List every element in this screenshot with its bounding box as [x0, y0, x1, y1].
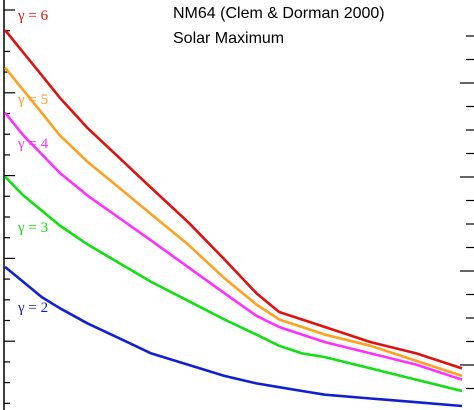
chart-title: NM64 (Clem & Dorman 2000) — [173, 5, 385, 22]
series-labels: γ = 6 γ = 5 γ = 4 γ = 3 γ = 2 — [17, 8, 49, 316]
left-axis-ticks — [4, 9, 15, 404]
series-line-2 — [3, 66, 463, 378]
series-line-1 — [3, 29, 463, 370]
series-lines — [3, 29, 463, 408]
series-label-5: γ = 2 — [17, 300, 48, 316]
series-line-3 — [3, 111, 463, 381]
series-label-2: γ = 5 — [17, 92, 48, 108]
right-axis-ticks — [460, 35, 474, 390]
series-line-5 — [4, 265, 463, 408]
series-label-3: γ = 4 — [17, 136, 49, 152]
series-line-4 — [4, 175, 463, 393]
series-label-4: γ = 3 — [17, 220, 48, 236]
chart-subtitle: Solar Maximum — [173, 30, 284, 47]
series-label-1: γ = 6 — [17, 8, 49, 24]
